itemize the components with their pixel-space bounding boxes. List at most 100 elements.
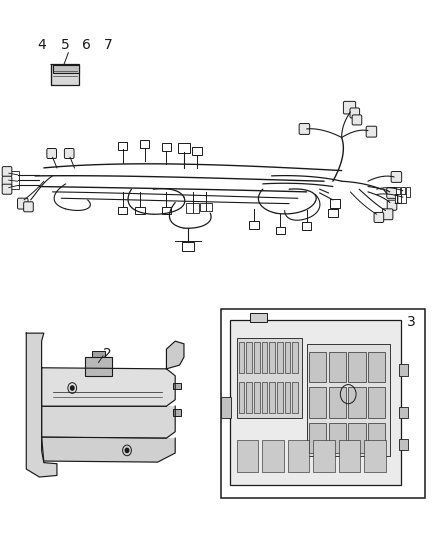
Bar	[246, 382, 252, 413]
Bar	[309, 387, 326, 417]
Bar	[269, 382, 275, 413]
Polygon shape	[26, 333, 57, 477]
Bar	[173, 409, 181, 416]
FancyBboxPatch shape	[343, 101, 356, 114]
Bar	[162, 143, 171, 151]
Polygon shape	[166, 341, 184, 369]
Bar	[246, 342, 252, 373]
Bar	[368, 387, 385, 417]
Text: 5: 5	[60, 38, 69, 52]
Bar	[192, 147, 202, 155]
Bar	[239, 342, 244, 373]
Bar	[406, 187, 410, 197]
Bar	[401, 194, 406, 203]
Bar	[307, 344, 390, 456]
Bar	[249, 221, 259, 229]
Bar	[262, 382, 268, 413]
Bar	[269, 342, 275, 373]
Bar	[277, 342, 283, 373]
Bar	[276, 227, 285, 234]
Bar	[399, 407, 408, 418]
FancyBboxPatch shape	[352, 115, 362, 125]
Text: 7: 7	[104, 38, 113, 52]
Circle shape	[125, 448, 129, 453]
Bar	[237, 440, 258, 472]
Bar	[348, 387, 366, 417]
FancyBboxPatch shape	[64, 149, 74, 158]
Bar	[313, 440, 335, 472]
FancyBboxPatch shape	[387, 188, 397, 198]
Bar	[368, 423, 385, 453]
Text: 6: 6	[82, 38, 91, 52]
Polygon shape	[42, 437, 175, 462]
Bar	[254, 382, 260, 413]
Bar	[135, 207, 145, 214]
Polygon shape	[42, 406, 175, 438]
Bar	[293, 382, 298, 413]
FancyBboxPatch shape	[374, 213, 384, 222]
Bar	[250, 313, 267, 322]
Bar	[401, 187, 405, 197]
Bar	[254, 342, 260, 373]
Bar	[199, 203, 206, 211]
Bar	[396, 187, 400, 197]
Bar	[162, 207, 171, 214]
Bar	[206, 203, 212, 211]
Bar	[53, 65, 79, 72]
Bar	[182, 242, 194, 251]
Bar	[239, 382, 244, 413]
Bar	[178, 143, 190, 153]
Bar	[348, 352, 366, 382]
Bar	[339, 440, 360, 472]
Bar	[237, 338, 302, 418]
Bar	[118, 207, 127, 214]
Bar	[364, 440, 386, 472]
Bar	[288, 440, 309, 472]
FancyBboxPatch shape	[230, 320, 401, 485]
Bar	[309, 423, 326, 453]
FancyBboxPatch shape	[24, 202, 33, 212]
FancyBboxPatch shape	[47, 149, 57, 158]
FancyBboxPatch shape	[391, 172, 402, 182]
Text: 2: 2	[103, 348, 112, 361]
Circle shape	[71, 386, 74, 390]
Polygon shape	[42, 368, 175, 406]
Text: 3: 3	[407, 316, 416, 329]
Bar	[328, 352, 346, 382]
Text: 1: 1	[392, 193, 401, 207]
Bar	[328, 209, 338, 217]
Bar	[328, 387, 346, 417]
FancyBboxPatch shape	[366, 126, 377, 137]
Bar	[173, 383, 181, 389]
FancyBboxPatch shape	[299, 124, 310, 134]
Text: 4: 4	[37, 38, 46, 52]
FancyBboxPatch shape	[350, 108, 360, 118]
FancyBboxPatch shape	[2, 167, 12, 176]
Bar	[92, 351, 105, 357]
Bar	[51, 64, 79, 85]
Bar	[262, 342, 268, 373]
Bar	[302, 222, 311, 230]
Bar	[9, 171, 19, 189]
Bar	[399, 439, 408, 450]
Bar	[285, 342, 290, 373]
Bar	[309, 352, 326, 382]
FancyBboxPatch shape	[387, 200, 397, 210]
Bar	[118, 141, 127, 149]
FancyBboxPatch shape	[2, 176, 12, 186]
FancyBboxPatch shape	[18, 198, 28, 209]
Bar	[293, 342, 298, 373]
Bar	[193, 203, 199, 213]
Bar	[348, 423, 366, 453]
Bar	[221, 397, 231, 418]
Bar	[395, 194, 401, 203]
Bar	[399, 364, 408, 376]
Bar	[140, 140, 149, 148]
Bar	[187, 203, 193, 213]
Bar	[328, 423, 346, 453]
Bar	[368, 352, 385, 382]
Bar	[221, 309, 425, 498]
Bar	[262, 440, 284, 472]
Bar	[285, 382, 290, 413]
FancyBboxPatch shape	[382, 209, 393, 220]
